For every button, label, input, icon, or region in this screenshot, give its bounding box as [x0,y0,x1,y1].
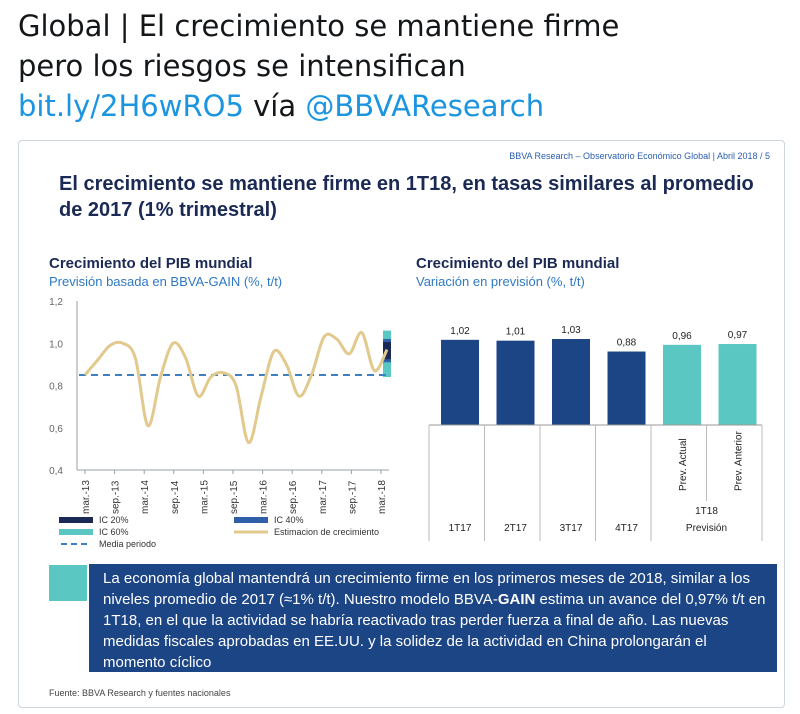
bar-value-label: 1,01 [506,327,526,338]
line-chart: 0,4 0,6 0,8 1,0 1,2 mar.-13 sep.-13 mar.-14 sep.… [49,297,391,549]
bar-value-label: 0,88 [617,338,637,349]
tweet-line-1: Global | El crecimiento se mantiene firm… [18,9,620,43]
tweet-line-3: bit.ly/2H6wRO5 vía @BBVAResearch [18,86,788,126]
tweet-line-2: pero los riesgos se intensifican [18,49,466,83]
legend-swatch [59,517,93,523]
bar [496,340,535,425]
summary-text-bold: GAIN [497,591,536,608]
x-tick-label: sep.-14 [170,480,181,514]
bar [607,351,646,425]
bar-chart: 1,02 1,01 1,03 0,88 0,96 0,97 1T17 2T17 3T17 4T17… [428,325,763,541]
x-tick-label: mar.-16 [259,480,270,514]
x-category-label: 3T17 [560,523,583,534]
x-category-label: 4T17 [615,523,638,534]
x-tick-label: mar.-17 [318,480,329,514]
y-tick-label: 0,8 [49,382,63,393]
y-tick-label: 1,0 [49,339,63,350]
bar-value-label: 0,96 [672,331,692,342]
y-tick-label: 0,4 [49,466,63,477]
x-tick-label: sep.-13 [111,480,122,514]
series-estimacion-line [83,331,389,445]
summary-text-2: estima un avance del 0,97% t/t en 1T18, … [103,591,766,671]
right-chart-title: Crecimiento del PIB mundial [416,255,620,272]
y-tick-label: 0,6 [49,424,63,435]
x-category-label: 1T17 [449,523,472,534]
via-text: vía [243,89,306,123]
media-card[interactable]: BBVA Research – Observatorio Económico G… [18,140,785,708]
x-tick-label: mar.-13 [81,480,92,514]
legend-label: Estimacion de crecimiento [274,527,379,537]
legend-label: IC 40% [274,515,304,525]
x-tick-label: sep.-17 [347,480,358,514]
slide-header: BBVA Research – Observatorio Económico G… [509,151,770,161]
source-note: Fuente: BBVA Research y fuentes nacional… [49,688,231,698]
x-tick-label: sep.-16 [288,480,299,514]
bar [441,339,479,425]
left-chart-title: Crecimiento del PIB mundial [49,255,253,272]
summary-box: La economía global mantendrá un crecimie… [89,564,777,672]
bar [663,344,701,425]
legend-swatch [59,529,93,535]
x-category-label: 2T17 [504,523,527,534]
handle-link[interactable]: @BBVAResearch [305,89,545,123]
slide-title: El crecimiento se mantiene firme en 1T18… [59,173,754,221]
right-chart-subtitle: Variación en previsión (%, t/t) [416,274,585,289]
legend-label: IC 20% [99,515,129,525]
legend-label: IC 60% [99,527,129,537]
legend-label: Media periodo [99,539,156,549]
y-tick-label: 1,2 [49,297,63,308]
group-sublabel: Previsión [686,523,727,534]
group-label: 1T18 [695,506,718,517]
x-tick-label: mar.-18 [377,480,388,514]
x-tick-label: sep.-15 [229,480,240,514]
bar-value-label: 1,02 [450,326,470,337]
bar-value-label: 1,03 [561,325,581,336]
x-tick-label: mar.-14 [140,480,151,514]
x-category-label: Prev. Anterior [734,430,745,491]
tweet-text: Global | El crecimiento se mantiene firm… [18,6,788,126]
bar [552,339,590,425]
left-chart-subtitle: Previsión basada en BBVA-GAIN (%, t/t) [49,274,283,289]
bar [718,344,757,425]
x-tick-label: mar.-15 [199,480,210,514]
summary-text-1: La economía global mantendrá un crecimie… [103,570,750,608]
teal-accent [49,565,87,601]
legend-swatch [234,517,268,523]
bar-value-label: 0,97 [728,330,748,341]
x-category-label: Prev. Actual [678,438,689,491]
short-link[interactable]: bit.ly/2H6wRO5 [18,89,244,123]
